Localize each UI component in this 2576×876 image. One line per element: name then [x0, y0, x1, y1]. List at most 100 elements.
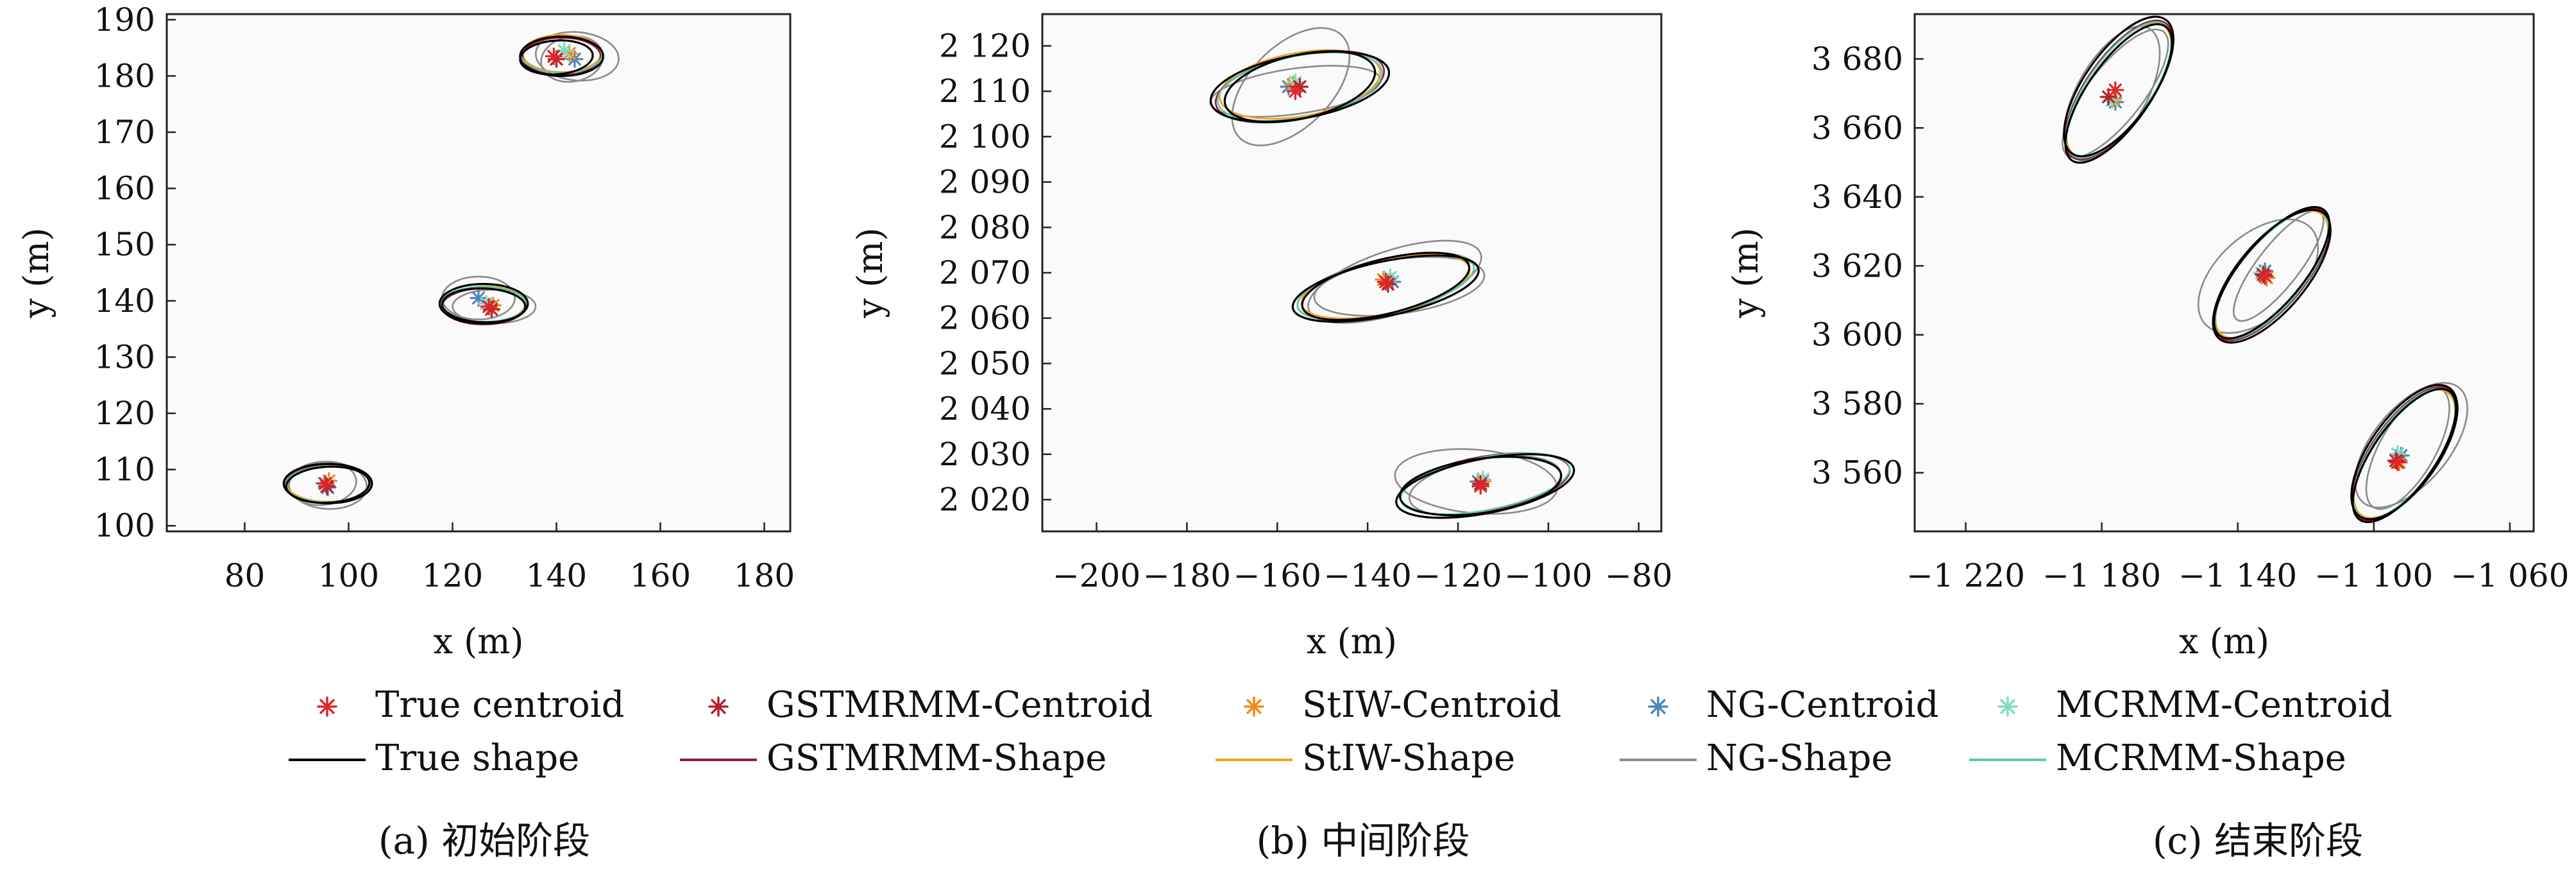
gstmrmm-centroid-marker [2099, 88, 2117, 106]
legend-shape-label: MCRMM-Shape [2056, 737, 2346, 779]
x-tick-label: −1 180 [2042, 557, 2161, 594]
x-tick-label: 120 [422, 557, 483, 594]
x-tick-label: −80 [1605, 557, 1673, 594]
y-axis-label: y (m) [1725, 227, 1766, 318]
y-tick-label: 130 [94, 338, 155, 375]
y-tick-label: 3 580 [1811, 385, 1903, 422]
ng-centroid-marker [2106, 93, 2124, 111]
y-tick-label: 190 [94, 1, 155, 39]
x-tick-label: 180 [734, 557, 795, 594]
y-tick-label: 2 120 [939, 27, 1031, 64]
legend-shape-label: StIW-Shape [1302, 737, 1515, 779]
y-tick-label: 2 110 [939, 73, 1031, 110]
panel-caption: (c) 结束阶段 [2153, 819, 2363, 863]
true-centroid-marker [316, 474, 334, 493]
y-tick-label: 150 [94, 226, 155, 263]
y-tick-label: 140 [94, 282, 155, 320]
panel-1: 100 110 120 130 140 150 160 170 180 190 80 100 120 14… [16, 1, 795, 863]
y-tick-label: 120 [94, 395, 155, 432]
y-tick-label: 2 090 [939, 164, 1031, 201]
legend-centroid-label: GSTMRMM-Centroid [767, 684, 1153, 726]
true-shape-ellipse [438, 282, 529, 325]
true-shape-ellipse [519, 39, 594, 76]
target-3 [1394, 448, 1575, 519]
panel-caption: (a) 初始阶段 [378, 819, 590, 863]
target-2 [2197, 206, 2332, 344]
y-tick-label: 3 660 [1811, 109, 1903, 146]
x-tick-label: 100 [318, 557, 379, 594]
y-tick-label: 110 [94, 451, 155, 488]
y-tick-label: 160 [94, 170, 155, 207]
y-tick-label: 2 080 [939, 209, 1031, 246]
plot-area [1041, 13, 1663, 533]
y-tick-label: 100 [94, 507, 155, 544]
x-tick-label: 80 [225, 557, 266, 594]
true-shape-ellipse [2213, 206, 2331, 339]
ng-centroid-marker [470, 289, 487, 307]
x-tick-label: −1 220 [1906, 557, 2025, 594]
true-centroid-marker [2256, 267, 2274, 285]
legend-centroid-label: NG-Centroid [1706, 684, 1939, 726]
true-shape-ellipse [2350, 384, 2459, 520]
y-tick-label: 2 040 [939, 390, 1031, 427]
x-axis-label: x (m) [2179, 621, 2269, 662]
true-shape-ellipse [1291, 254, 1480, 323]
ng-shape-ellipse [288, 461, 357, 506]
x-tick-label: −1 140 [2178, 557, 2297, 594]
target-1 [282, 461, 373, 510]
y-tick-label: 2 100 [939, 118, 1031, 155]
x-tick-label: 160 [630, 557, 691, 594]
y-tick-label: 3 620 [1811, 247, 1903, 284]
gstmrmm-centroid-legend-marker [708, 696, 729, 717]
x-tick-label: −180 [1143, 557, 1231, 594]
y-tick-label: 2 070 [939, 254, 1031, 291]
target-2 [1291, 239, 1486, 324]
stiw-centroid-legend-marker [1244, 696, 1264, 717]
legend: True centroid GSTMRMM-Centroid StIW-Centro… [289, 684, 2393, 779]
x-tick-label: −160 [1233, 557, 1321, 594]
true-centroid-marker [1377, 273, 1394, 291]
y-tick-label: 3 600 [1811, 316, 1903, 354]
legend-centroid-label: True centroid [375, 684, 624, 726]
true-shape-ellipse [1301, 252, 1471, 322]
y-tick-label: 2 050 [939, 345, 1031, 382]
mcrmm-centroid-marker [1474, 470, 1492, 488]
ng-centroid-legend-marker [1648, 696, 1668, 717]
legend-shape-label: NG-Shape [1706, 737, 1893, 779]
true-centroid-marker [2106, 81, 2124, 99]
true-centroid-legend-marker [317, 696, 337, 717]
x-tick-label: −100 [1504, 557, 1592, 594]
true-shape-ellipse [2212, 209, 2332, 344]
true-shape-ellipse [285, 465, 371, 504]
panel-3: 3 560 3 580 3 600 3 620 3 640 3 660 3 680 −1 22… [1725, 13, 2569, 863]
y-tick-label: 2 060 [939, 300, 1031, 337]
target-3 [2350, 382, 2468, 524]
x-tick-label: −1 060 [2450, 557, 2569, 594]
true-shape-ellipse [1223, 50, 1377, 123]
true-centroid-marker [2389, 453, 2407, 472]
y-tick-label: 2 020 [939, 481, 1031, 519]
mcrmm-centroid-legend-marker [1997, 696, 2018, 717]
stiw-shape-ellipse [1219, 49, 1381, 120]
y-tick-label: 3 560 [1811, 454, 1903, 492]
true-shape-ellipse [2351, 388, 2457, 524]
y-tick-label: 3 680 [1811, 40, 1903, 78]
x-tick-label: −120 [1414, 557, 1502, 594]
true-shape-ellipse [441, 287, 527, 323]
true-shape-ellipse [2064, 23, 2173, 164]
legend-shape-label: GSTMRMM-Shape [767, 737, 1106, 779]
target-3 [519, 31, 620, 83]
y-tick-label: 170 [94, 114, 155, 151]
target-2 [438, 275, 537, 325]
y-tick-label: 2 030 [939, 436, 1031, 473]
plot-area [165, 13, 792, 533]
true-centroid-marker [1286, 82, 1305, 100]
panel-caption: (b) 中间阶段 [1257, 819, 1470, 863]
y-tick-label: 180 [94, 57, 155, 94]
legend-centroid-label: StIW-Centroid [1302, 684, 1561, 726]
target-1 [2062, 15, 2174, 164]
ng-shape-ellipse [2354, 382, 2468, 509]
stiw-centroid-marker [484, 296, 502, 314]
y-axis-label: y (m) [16, 227, 56, 318]
